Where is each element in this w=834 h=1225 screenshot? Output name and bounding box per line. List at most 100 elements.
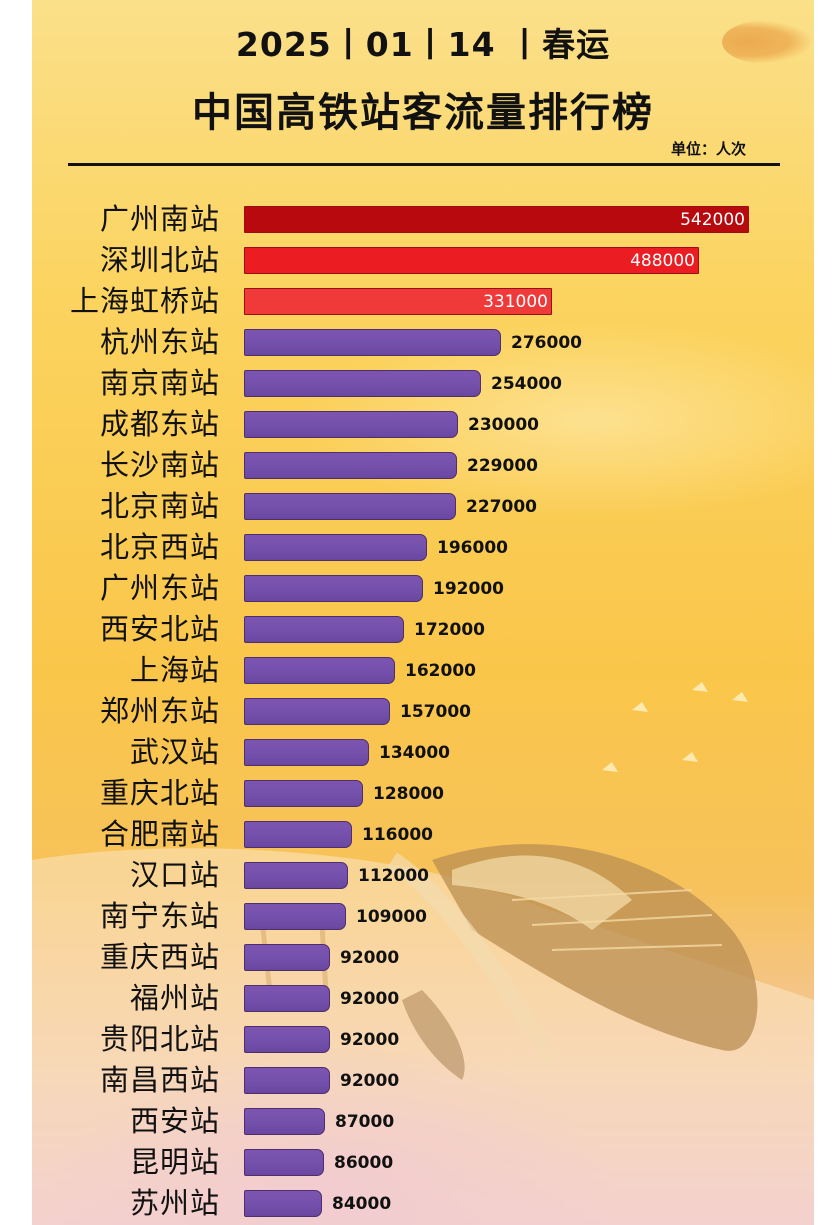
bar-row: 郑州东站 157000 (32, 691, 814, 732)
bar-row: 西安北站 172000 (32, 609, 814, 650)
station-label: 成都东站 (99, 407, 220, 441)
station-label: 北京西站 (99, 530, 220, 564)
bar (244, 739, 369, 766)
station-label: 武汉站 (129, 735, 220, 769)
chart-title: 中国高铁站客流量排行榜 (192, 90, 654, 136)
bar (244, 534, 427, 561)
bar-row: 上海虹桥站 331000 (32, 281, 814, 322)
station-label: 福州站 (129, 981, 220, 1015)
bar (244, 1067, 330, 1094)
value-label: 87000 (335, 1112, 395, 1132)
station-label: 南昌西站 (99, 1063, 220, 1097)
value-label: 86000 (334, 1153, 394, 1173)
value-label: 92000 (340, 948, 400, 968)
station-label: 南京南站 (99, 366, 220, 400)
bar-row: 昆明站 86000 (32, 1142, 814, 1183)
bar (244, 1108, 325, 1135)
bar-row: 南京南站 254000 (32, 363, 814, 404)
bar-row: 北京南站 227000 (32, 486, 814, 527)
bar (244, 206, 749, 233)
value-label: 112000 (358, 866, 429, 886)
value-label: 134000 (379, 743, 450, 763)
bar-row: 重庆西站 92000 (32, 937, 814, 978)
bar-row: 深圳北站 488000 (32, 240, 814, 281)
station-label: 长沙南站 (99, 448, 220, 482)
value-label: 542000 (680, 210, 745, 230)
bar-row: 北京西站 196000 (32, 527, 814, 568)
station-label: 南宁东站 (99, 899, 220, 933)
bar-row: 南宁东站 109000 (32, 896, 814, 937)
bar (244, 698, 390, 725)
date-subtitle: 2025丨01丨14 丨春运 (235, 25, 611, 64)
station-label: 昆明站 (129, 1145, 220, 1179)
moon-decoration (722, 20, 812, 64)
station-label: 苏州站 (129, 1186, 220, 1220)
bar-row: 广州南站 542000 (32, 199, 814, 240)
bar (244, 821, 352, 848)
value-label: 162000 (405, 661, 476, 681)
bar-row: 广州东站 192000 (32, 568, 814, 609)
bar (244, 493, 456, 520)
bar-row: 福州站 92000 (32, 978, 814, 1019)
bar-row: 南昌西站 92000 (32, 1060, 814, 1101)
value-label: 92000 (340, 1030, 400, 1050)
bar-row: 合肥南站 116000 (32, 814, 814, 855)
value-label: 157000 (400, 702, 471, 722)
header-divider (68, 163, 780, 166)
station-label: 西安站 (129, 1104, 220, 1138)
bar-row: 苏州站 84000 (32, 1183, 814, 1224)
value-label: 92000 (340, 1071, 400, 1091)
bar (244, 1149, 324, 1176)
bar (244, 1026, 330, 1053)
unit-label: 单位：人次 (670, 140, 746, 158)
bar-row: 汉口站 112000 (32, 855, 814, 896)
station-label: 广州南站 (99, 202, 220, 236)
value-label: 84000 (332, 1194, 392, 1214)
value-label: 128000 (373, 784, 444, 804)
station-label: 西安北站 (99, 612, 220, 646)
bar (244, 575, 423, 602)
station-label: 重庆西站 (99, 940, 220, 974)
ranking-card: 2025丨01丨14 丨春运 中国高铁站客流量排行榜 单位：人次 广州南站 542… (32, 0, 814, 1225)
bar (244, 616, 404, 643)
value-label: 196000 (437, 538, 508, 558)
value-label: 276000 (511, 333, 582, 353)
station-label: 郑州东站 (99, 694, 220, 728)
bar (244, 370, 481, 397)
bar-row: 西安站 87000 (32, 1101, 814, 1142)
value-label: 227000 (466, 497, 537, 517)
bar (244, 329, 501, 356)
station-label: 重庆北站 (99, 776, 220, 810)
bar (244, 862, 348, 889)
value-label: 331000 (483, 292, 548, 312)
value-label: 229000 (467, 456, 538, 476)
bar-row: 贵阳北站 92000 (32, 1019, 814, 1060)
bar (244, 1190, 322, 1217)
value-label: 488000 (630, 251, 695, 271)
station-label: 汉口站 (129, 858, 220, 892)
station-label: 上海站 (129, 653, 220, 687)
value-label: 92000 (340, 989, 400, 1009)
bar-row: 长沙南站 229000 (32, 445, 814, 486)
value-label: 192000 (433, 579, 504, 599)
value-label: 254000 (491, 374, 562, 394)
station-label: 杭州东站 (99, 325, 220, 359)
value-label: 116000 (362, 825, 433, 845)
station-label: 深圳北站 (99, 243, 220, 277)
bar (244, 944, 330, 971)
station-label: 贵阳北站 (99, 1022, 220, 1056)
bar-row: 上海站 162000 (32, 650, 814, 691)
value-label: 109000 (356, 907, 427, 927)
bar (244, 452, 457, 479)
bar (244, 411, 458, 438)
station-label: 合肥南站 (99, 817, 220, 851)
bar (244, 903, 346, 930)
value-label: 172000 (414, 620, 485, 640)
bar (244, 657, 395, 684)
station-label: 上海虹桥站 (69, 284, 220, 318)
bar (244, 985, 330, 1012)
value-label: 230000 (468, 415, 539, 435)
bar-row: 成都东站 230000 (32, 404, 814, 445)
bar (244, 247, 699, 274)
bar (244, 780, 363, 807)
